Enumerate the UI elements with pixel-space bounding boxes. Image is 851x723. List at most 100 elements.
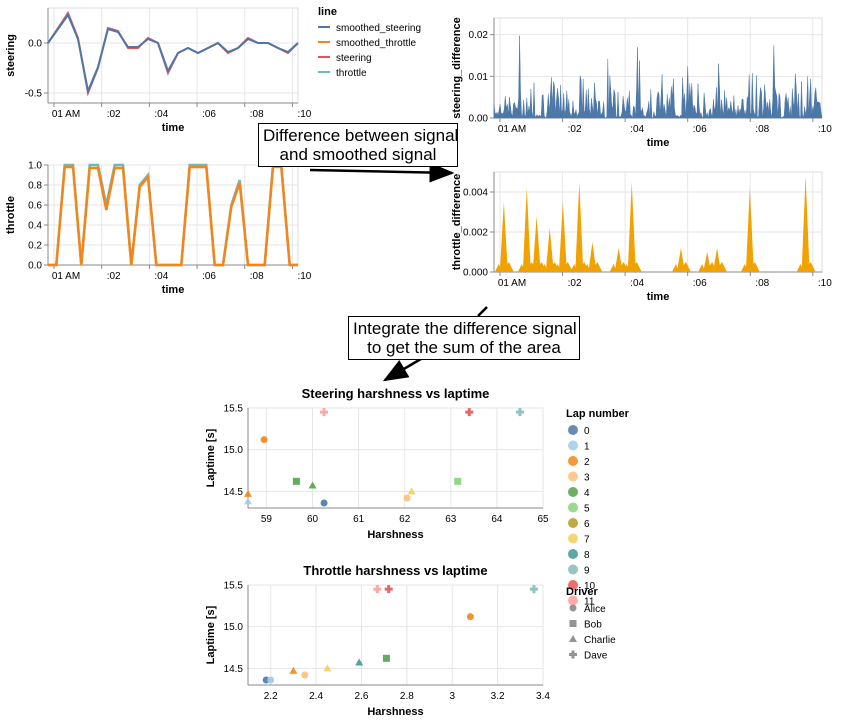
throttle-difference-peak bbox=[614, 248, 623, 272]
steering-difference-area bbox=[493, 35, 823, 119]
lap-legend-swatch bbox=[568, 487, 578, 497]
throttle-chart: 0.0 0.2 0.4 0.6 0.8 1.0 01 AM:02:04:06:08:10 ti… bbox=[5, 161, 312, 297]
throttle-xlabel-tick: :04 bbox=[154, 271, 168, 282]
throttle-difference-peak bbox=[627, 182, 636, 272]
driver-legend-label: Charlie bbox=[584, 635, 616, 646]
lap-legend-swatch bbox=[568, 440, 578, 451]
steering-harshness-x-title: Harshness bbox=[367, 529, 423, 541]
throttle-xlabel-tick: :08 bbox=[250, 271, 264, 282]
steering-harshness-ytick-label: 15.0 bbox=[224, 445, 244, 456]
line-legend-label: smoothed_throttle bbox=[336, 38, 416, 49]
throttle-difference-peak bbox=[713, 248, 722, 272]
steering-xlabel-tick: :04 bbox=[154, 109, 168, 120]
throttle-xlabel-tick: :10 bbox=[297, 271, 311, 282]
steering-harshness-scatter: Steering harshness vs laptime 59 60 61 62 63 6… bbox=[205, 386, 549, 541]
arrow-integrate-top bbox=[477, 306, 488, 317]
lap-legend-label: 11 bbox=[584, 597, 595, 608]
steering-harshness-xtick-label: 64 bbox=[491, 514, 503, 525]
tdiff-xlabel-tick: :06 bbox=[693, 278, 707, 289]
lap-legend-swatch bbox=[568, 425, 578, 435]
point-triangle bbox=[244, 497, 252, 505]
steering-ylabel-tick: -0.5 bbox=[25, 89, 43, 100]
steering-ylabel-tick: 0.0 bbox=[28, 39, 42, 50]
steering-xlabel-tick: :02 bbox=[107, 109, 121, 120]
annotation-difference-line2: and smoothed signal bbox=[279, 145, 437, 164]
lap-legend-swatch bbox=[568, 564, 578, 575]
throttle-ylabel-tick: 0.2 bbox=[28, 241, 42, 252]
lap-legend-title: Lap number bbox=[566, 408, 630, 420]
steering-harshness-xtick-label: 60 bbox=[307, 514, 319, 525]
tdiff-xlabel-tick: :08 bbox=[755, 278, 769, 289]
throttle-harshness-ytick-label: 15.5 bbox=[224, 581, 244, 592]
point-triangle bbox=[355, 658, 364, 666]
sdiff-xlabel-tick: :10 bbox=[818, 124, 832, 135]
tdiff-xlabel-tick: :10 bbox=[818, 278, 832, 289]
tdiff-x-title: time bbox=[647, 291, 670, 303]
point-triangle bbox=[569, 635, 577, 642]
point-circle bbox=[301, 671, 309, 679]
throttle-difference-peak bbox=[545, 228, 554, 272]
driver-legend-title: Driver bbox=[566, 586, 599, 598]
point-cross bbox=[569, 650, 577, 659]
tdiff-xlabel-tick: :04 bbox=[630, 278, 644, 289]
point-circle bbox=[260, 436, 268, 444]
throttle-difference-peak bbox=[499, 202, 508, 272]
point-circle bbox=[466, 613, 474, 621]
point-triangle bbox=[308, 481, 317, 489]
point-cross bbox=[465, 408, 474, 417]
point-triangle bbox=[289, 666, 298, 674]
point-triangle bbox=[323, 664, 332, 672]
throttle-harshness-title: Throttle harshness vs laptime bbox=[303, 563, 487, 578]
lap-legend-label: 6 bbox=[584, 519, 590, 530]
series-line-smoothed_throttle bbox=[48, 165, 298, 267]
throttle-difference-noise bbox=[796, 262, 816, 272]
throttle-harshness-xtick-label: 2.8 bbox=[400, 691, 414, 702]
legends: linesmoothed_steeringsmoothed_throttlest… bbox=[318, 6, 630, 662]
throttle-difference-noise bbox=[553, 262, 573, 272]
throttle-ylabel-tick: 0.4 bbox=[28, 221, 42, 232]
lap-legend-swatch bbox=[568, 549, 578, 559]
lap-legend-swatch bbox=[568, 502, 578, 513]
throttle-difference-peak bbox=[676, 248, 685, 272]
sdiff-ylabel-tick: 0.01 bbox=[469, 72, 489, 83]
throttle-difference-noise bbox=[570, 262, 590, 272]
throttle-difference-peak bbox=[558, 202, 567, 272]
throttle-xlabel-tick: :06 bbox=[202, 271, 216, 282]
tdiff-ylabel-tick: 0.004 bbox=[463, 188, 488, 199]
point-circle bbox=[320, 499, 328, 507]
throttle-x-title: time bbox=[162, 284, 185, 296]
steering-harshness-xtick-label: 65 bbox=[537, 514, 549, 525]
point-cross bbox=[515, 408, 524, 417]
lap-legend-label: 8 bbox=[584, 550, 590, 561]
throttle-harshness-y-title: Laptime [s] bbox=[205, 605, 217, 664]
throttle-difference-noise bbox=[708, 262, 728, 272]
point-circle bbox=[403, 494, 411, 502]
point-cross bbox=[320, 408, 329, 417]
lap-legend-label: 3 bbox=[584, 473, 590, 484]
sdiff-xlabel-tick: :02 bbox=[568, 124, 582, 135]
steering-xlabel-tick: :10 bbox=[297, 109, 311, 120]
sdiff-xlabel-tick: 01 AM bbox=[498, 124, 526, 135]
lap-legend-swatch bbox=[568, 533, 578, 544]
throttle-harshness-ytick-label: 14.5 bbox=[224, 664, 244, 675]
steering-harshness-title: Steering harshness vs laptime bbox=[302, 386, 490, 401]
arrow-integrate bbox=[382, 354, 427, 382]
tdiff-xlabel-tick: 01 AM bbox=[498, 278, 526, 289]
tdiff-plot-frame bbox=[493, 171, 823, 273]
throttle-difference-peak bbox=[532, 216, 541, 272]
throttle-harshness-xtick-label: 2.6 bbox=[355, 691, 369, 702]
throttle-difference-noise bbox=[622, 262, 642, 272]
throttle-y-title: throttle bbox=[5, 196, 17, 234]
throttle-difference-peak bbox=[745, 188, 754, 272]
lap-legend-label: 2 bbox=[584, 457, 590, 468]
point-triangle bbox=[244, 489, 252, 497]
point-cross bbox=[373, 585, 382, 594]
steering-harshness-xtick-label: 61 bbox=[353, 514, 365, 525]
series-line-smoothed_steering bbox=[47, 12, 299, 95]
point-cross bbox=[384, 585, 393, 594]
steering-xlabel-tick: :06 bbox=[202, 109, 216, 120]
steering-difference-chart: 0.00 0.01 0.02 01 AM:02:04:06:08:10 time stee… bbox=[451, 17, 832, 149]
steering-xlabel-tick: :08 bbox=[250, 109, 264, 120]
throttle-difference-noise bbox=[740, 262, 760, 272]
